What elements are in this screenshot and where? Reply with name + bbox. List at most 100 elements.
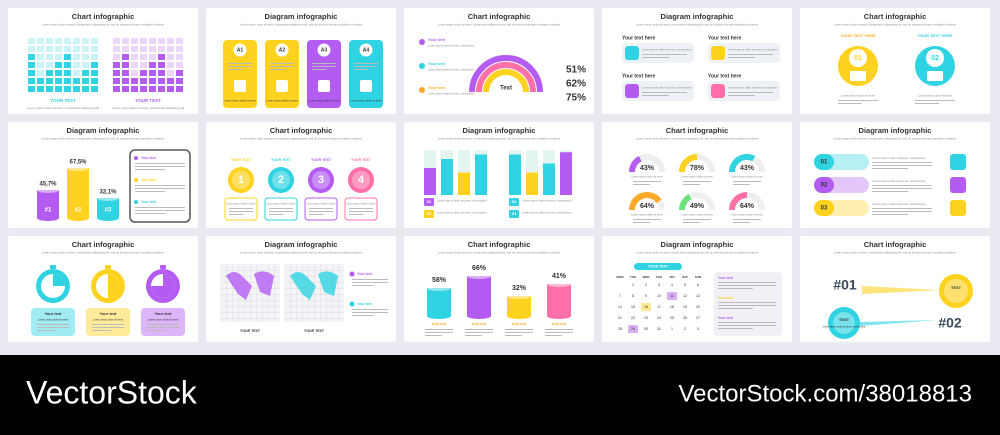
step-inner bbox=[312, 171, 330, 189]
text-line bbox=[633, 184, 650, 185]
text: 28 bbox=[618, 327, 622, 331]
text-line bbox=[135, 188, 185, 189]
cell bbox=[149, 54, 156, 60]
step-inner bbox=[352, 171, 370, 189]
text-line bbox=[135, 166, 185, 167]
text-line bbox=[718, 322, 776, 323]
text: 21 bbox=[618, 316, 622, 320]
item-box bbox=[622, 81, 694, 101]
text: Lorem ipsum dolor sit amet, consectetur … bbox=[834, 23, 957, 27]
text-line bbox=[135, 169, 165, 170]
text: SUN bbox=[695, 275, 701, 279]
cylinder-base bbox=[97, 215, 119, 221]
text-line bbox=[135, 163, 185, 164]
text: 02 bbox=[821, 183, 828, 189]
slide-card bbox=[404, 236, 594, 342]
text: Chart infographic bbox=[468, 240, 531, 249]
text: 41% bbox=[552, 273, 567, 280]
text: 1 bbox=[671, 327, 673, 331]
icon bbox=[950, 177, 966, 193]
text-line bbox=[228, 69, 243, 70]
cell bbox=[73, 86, 80, 92]
text-line bbox=[147, 327, 179, 328]
cell bbox=[113, 78, 120, 84]
text: Lorem ipsum dolor sit amet, consectetur bbox=[642, 86, 692, 90]
text: Lorem ipsum dolor sit amet, consectetur bbox=[642, 48, 692, 52]
text: 75% bbox=[566, 93, 586, 104]
bar bbox=[509, 154, 521, 195]
text: Your text bbox=[552, 322, 568, 326]
icon bbox=[276, 80, 288, 92]
icon bbox=[950, 200, 966, 216]
cell bbox=[28, 46, 35, 52]
cell bbox=[37, 62, 44, 68]
text-line bbox=[683, 222, 700, 223]
stopwatch-button bbox=[160, 265, 166, 269]
badge bbox=[316, 42, 332, 58]
cell bbox=[167, 78, 174, 84]
stopwatch-fill bbox=[151, 274, 175, 298]
text: 27 bbox=[696, 316, 700, 320]
text: Lorem ipsum dolor sit amet, consectetur … bbox=[42, 137, 165, 141]
highlight bbox=[628, 325, 638, 333]
card bbox=[307, 40, 341, 108]
cylinder-base bbox=[427, 313, 451, 319]
text: Lorem ipsum dolor sit amet, consectetur … bbox=[42, 23, 165, 27]
cell bbox=[122, 62, 129, 68]
text: 43% bbox=[640, 165, 655, 172]
text: 3 bbox=[318, 174, 324, 186]
text: Your text bbox=[357, 272, 373, 276]
slide: Chart infographic Lorem ipsum dolor sit a… bbox=[800, 8, 990, 114]
text-line bbox=[728, 95, 755, 96]
text: 66% bbox=[472, 265, 487, 272]
cell bbox=[122, 86, 129, 92]
cell bbox=[140, 46, 147, 52]
cell bbox=[55, 54, 62, 60]
text: Lorem ipsum dolor sit amet bbox=[681, 213, 713, 217]
text: 32% bbox=[512, 285, 527, 292]
cell bbox=[82, 78, 89, 84]
text: 2 bbox=[684, 327, 686, 331]
cylinder-base bbox=[467, 313, 491, 319]
text: Lorem ipsum dolor sit amet, consectetur … bbox=[834, 251, 957, 255]
text-line bbox=[354, 66, 378, 67]
text-line bbox=[228, 66, 252, 67]
cell bbox=[140, 62, 147, 68]
text-line bbox=[135, 207, 185, 208]
text: YOUR TEXT bbox=[271, 158, 292, 162]
highlight bbox=[667, 292, 677, 300]
text: Lorem ipsum dolor sit amet, consectetur bbox=[872, 179, 925, 183]
cell bbox=[55, 46, 62, 52]
arc bbox=[483, 69, 529, 93]
text: Chart infographic bbox=[72, 240, 135, 249]
cylinder-top bbox=[507, 293, 531, 299]
text-line bbox=[270, 63, 294, 64]
text: Lorem ipsum dolor sit amet bbox=[681, 175, 713, 179]
text: Diagram infographic bbox=[661, 240, 734, 249]
cell bbox=[158, 54, 165, 60]
cylinder bbox=[37, 190, 59, 218]
text: 25 bbox=[670, 316, 674, 320]
slide: Chart infographic Lorem ipsum dolor sit a… bbox=[8, 8, 198, 114]
text-line bbox=[728, 92, 773, 93]
text: 51% bbox=[566, 65, 586, 76]
text: Lorem ipsum dolor sit amet, consectetur bbox=[728, 86, 778, 90]
text: Lorem ipsum dolor sit amet bbox=[227, 203, 256, 206]
text: 12 bbox=[683, 294, 687, 298]
text: Text bbox=[500, 86, 512, 92]
dot bbox=[349, 301, 355, 307]
text-line bbox=[135, 213, 165, 214]
text-line bbox=[147, 330, 167, 331]
cell bbox=[113, 70, 120, 76]
text: Lorem ipsum dolor sit amet, consectetur … bbox=[636, 23, 759, 27]
text-line bbox=[915, 103, 939, 104]
number-tag bbox=[509, 198, 519, 206]
icon bbox=[950, 154, 966, 170]
cell bbox=[28, 70, 35, 76]
text-line bbox=[92, 330, 112, 331]
text: Lorem ipsum dolor sit amet, consectetur … bbox=[240, 23, 363, 27]
text: Lorem ipsum dolor sit amet bbox=[267, 203, 296, 206]
text: 22 bbox=[631, 316, 635, 320]
pill-head bbox=[814, 177, 834, 193]
text: Lorem ipsum dolor sit amet bbox=[631, 213, 663, 217]
